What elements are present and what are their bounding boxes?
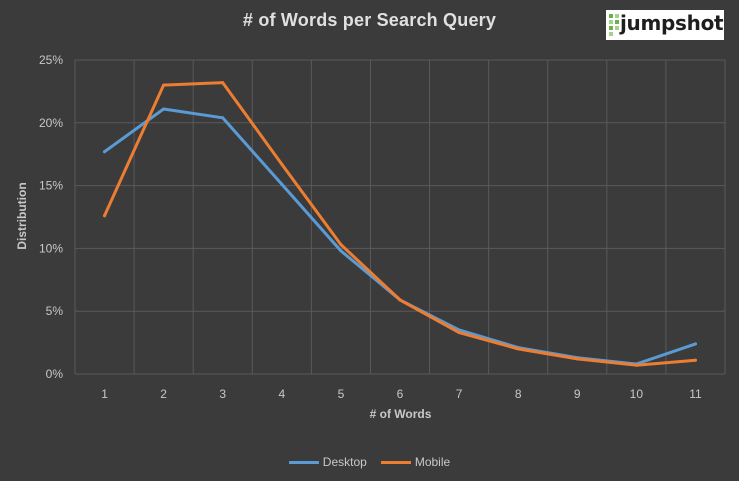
y-tick-label: 5% [46, 304, 64, 318]
x-axis-label: # of Words [369, 407, 432, 421]
y-tick-label: 15% [39, 179, 63, 193]
x-tick-label: 8 [515, 387, 522, 401]
data-point-mobile [162, 83, 166, 87]
legend-label-mobile: Mobile [414, 455, 451, 469]
x-tick-label: 6 [397, 387, 404, 401]
data-point-mobile [398, 298, 402, 302]
legend-item-mobile: Mobile [380, 455, 451, 469]
y-tick-label: 25% [39, 53, 63, 67]
jumpshot-logo-icon [609, 14, 619, 36]
data-point-desktop [162, 107, 166, 111]
x-tick-label: 9 [574, 387, 581, 401]
x-tick-label: 10 [630, 387, 644, 401]
legend-swatch-mobile [380, 460, 411, 464]
legend-label-desktop: Desktop [322, 455, 367, 469]
y-axis-label: Distribution [15, 182, 29, 250]
data-point-desktop [280, 182, 284, 186]
legend-item-desktop: Desktop [288, 455, 367, 469]
data-point-mobile [339, 243, 343, 247]
data-point-desktop [221, 116, 225, 120]
legend-swatch-desktop [288, 460, 319, 464]
x-tick-label: 11 [689, 387, 702, 401]
x-tick-label: 5 [338, 387, 345, 401]
data-point-mobile [575, 357, 579, 361]
data-point-desktop [103, 150, 107, 154]
data-point-mobile [280, 162, 284, 166]
data-point-desktop [693, 342, 697, 346]
data-point-mobile [516, 347, 520, 351]
y-tick-label: 10% [39, 241, 63, 255]
jumpshot-logo: jumpshot [606, 10, 724, 40]
x-tick-label: 3 [219, 387, 226, 401]
data-point-mobile [693, 358, 697, 362]
chart-title: # of Words per Search Query [242, 10, 497, 30]
x-tick-label: 1 [101, 387, 108, 401]
y-tick-label: 0% [46, 367, 64, 381]
x-tick-label: 7 [456, 387, 463, 401]
legend: Desktop Mobile [0, 455, 739, 469]
y-tick-label: 20% [39, 116, 63, 130]
logo-text: jumpshot [620, 11, 724, 35]
data-point-desktop [339, 249, 343, 253]
x-tick-label: 4 [278, 387, 285, 401]
x-tick-label: 2 [160, 387, 167, 401]
data-point-mobile [221, 81, 225, 85]
data-point-mobile [103, 214, 107, 218]
data-point-mobile [457, 331, 461, 335]
data-point-mobile [634, 363, 638, 367]
